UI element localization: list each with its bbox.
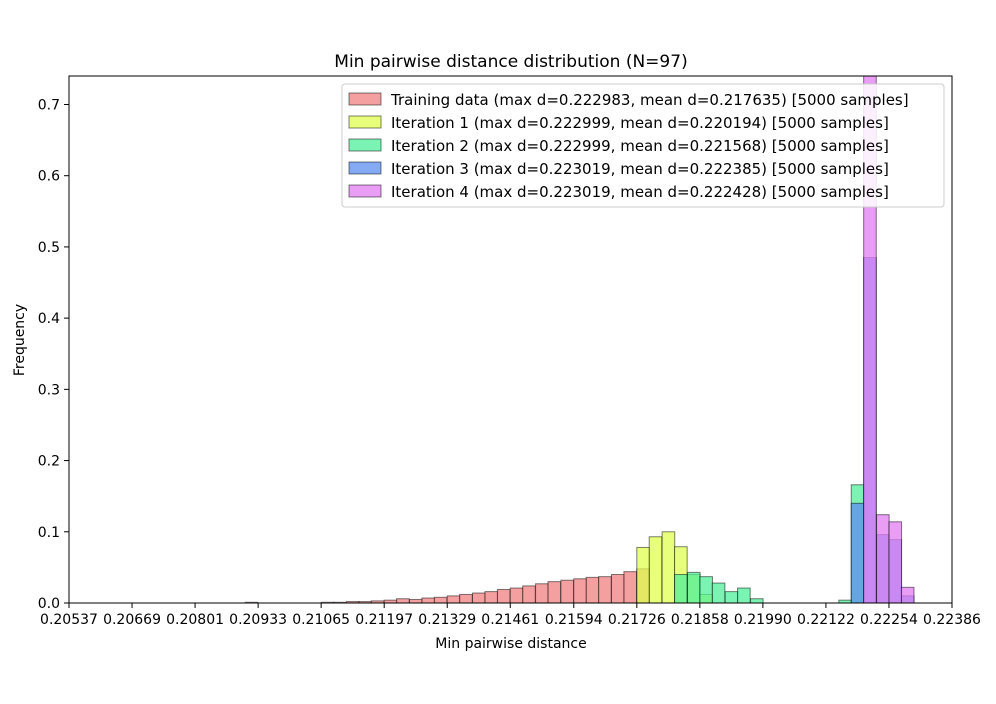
y-tick-label: 0.4 [38,311,60,327]
bar-series-1 [446,595,461,604]
bar-series-1 [585,576,600,604]
bar-series-2 [648,536,663,604]
bar-series-3 [711,582,726,604]
legend-label: Training data (max d=0.222983, mean d=0.… [390,91,909,109]
legend-swatch [348,138,382,152]
chart-title: Min pairwise distance distribution (N=97… [334,52,687,72]
y-tick-label: 0.1 [38,525,60,541]
bar-series-1 [560,579,574,604]
bar-series-1 [409,598,423,604]
bar-series-3 [699,576,713,604]
x-tick-label: 0.21461 [481,612,539,628]
bar-series-1 [484,591,499,604]
bar-series-1 [433,596,448,604]
x-tick-label: 0.22254 [860,612,918,628]
bar-series-3 [749,598,764,604]
x-tick-label: 0.20537 [40,612,98,628]
bar-series-1 [421,597,436,604]
x-tick-label: 0.22386 [923,612,981,628]
x-tick-label: 0.21858 [671,612,729,628]
x-tick-label: 0.21594 [545,612,603,628]
bar-series-1 [509,587,524,604]
y-tick-label: 0.2 [38,454,60,470]
legend: Training data (max d=0.222983, mean d=0.… [341,83,945,208]
bar-series-2 [636,546,650,604]
x-tick-label: 0.21197 [355,612,413,628]
y-tick-label: 0.6 [38,169,60,185]
x-tick-label: 0.21329 [418,612,476,628]
x-tick-label: 0.20669 [103,612,161,628]
bar-series-1 [611,574,625,604]
legend-swatch [348,115,382,129]
x-tick-label: 0.20801 [166,612,224,628]
bar-series-3 [686,571,701,604]
y-axis-label: Frequency [12,304,28,376]
bar-series-1 [472,592,486,604]
x-axis-ticks: 0.20537 0.20669 0.20801 0.20933 0.21065 0.211… [40,603,981,628]
bar-series-1 [598,576,612,604]
bar-series-5 [876,514,890,604]
bar-series-1 [573,578,587,604]
bar-series-3 [737,587,751,604]
bar-series-1 [623,571,638,604]
legend-label: Iteration 1 (max d=0.222999, mean d=0.22… [391,114,889,132]
legend-swatch [348,161,382,175]
bar-series-3 [674,574,688,604]
bar-series-1 [535,583,549,604]
x-tick-label: 0.20933 [229,612,287,628]
y-tick-label: 0.0 [38,596,60,612]
bar-series-1 [459,593,473,604]
bar-series-4 [850,502,865,604]
x-tick-label: 0.21726 [608,612,666,628]
legend-label: Iteration 2 (max d=0.222999, mean d=0.22… [391,137,889,155]
bar-series-5 [900,586,915,604]
bar-series-5 [888,521,903,604]
legend-swatch [348,184,382,198]
bar-series-3 [724,591,739,604]
bar-series-1 [496,588,511,604]
x-tick-label: 0.22122 [797,612,855,628]
x-tick-label: 0.21990 [734,612,792,628]
y-tick-label: 0.5 [38,240,60,256]
legend-label: Iteration 3 (max d=0.223019, mean d=0.22… [391,160,889,178]
bar-series-2 [661,531,676,604]
y-axis-ticks: 0.0 0.1 0.2 0.3 0.4 0.5 0.6 0.7 [38,97,69,612]
y-tick-label: 0.3 [38,382,60,398]
legend-label: Iteration 4 (max d=0.223019, mean d=0.22… [391,183,889,201]
bar-series-1 [396,598,410,604]
x-tick-label: 0.21065 [292,612,350,628]
y-tick-label: 0.7 [38,97,60,113]
bar-series-1 [547,581,562,604]
legend-box [341,83,945,208]
legend-swatch [348,92,382,106]
bar-series-1 [522,585,536,604]
x-axis-label: Min pairwise distance [435,636,586,652]
